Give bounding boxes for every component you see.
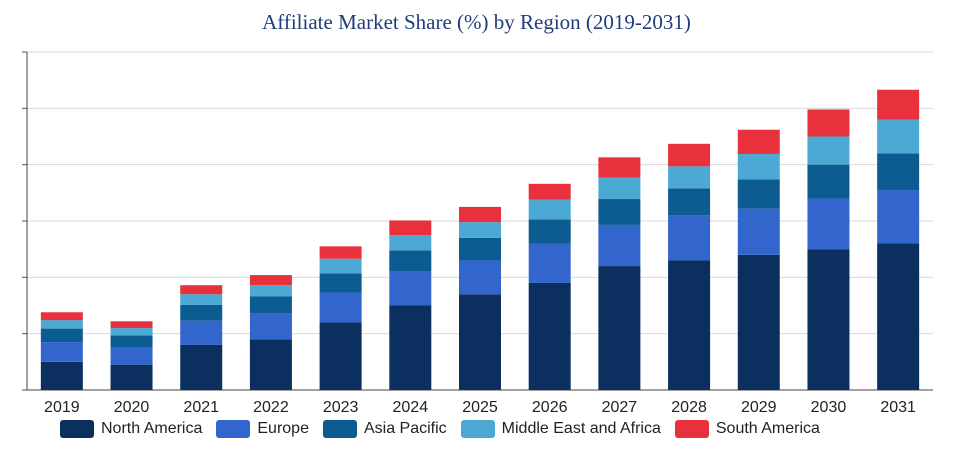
- bar-segment: [528, 243, 571, 283]
- bar-segment: [389, 235, 432, 251]
- legend-swatch: [460, 420, 495, 438]
- bar-segment: [807, 249, 850, 390]
- legend-label: South America: [715, 420, 820, 437]
- bar-segment: [40, 312, 83, 321]
- bar-segment: [389, 250, 432, 272]
- bar-segment: [598, 157, 641, 178]
- bar-segment: [668, 143, 711, 167]
- bar-segment: [180, 320, 223, 345]
- bar-segment: [737, 129, 780, 154]
- legend-item: North America: [60, 420, 202, 438]
- bar-segment: [40, 342, 83, 362]
- bar-segment: [389, 305, 432, 390]
- x-tick-label: 2027: [602, 399, 638, 416]
- bar-segment: [180, 304, 223, 321]
- bar-segment: [319, 322, 362, 390]
- legend-item: South America: [674, 420, 820, 438]
- legend: North America Europe Asia Pacific Middle Ea…: [60, 420, 834, 438]
- bars: [40, 89, 920, 390]
- bar-segment: [319, 273, 362, 293]
- bar-segment: [249, 313, 292, 340]
- bar-segment: [249, 296, 292, 314]
- bar-segment: [180, 294, 223, 305]
- x-tick-label: 2025: [462, 399, 498, 416]
- x-tick-label: 2028: [671, 399, 707, 416]
- bar-segment: [528, 199, 571, 220]
- legend-item: Europe: [216, 420, 309, 438]
- x-tick-label: 2019: [44, 399, 80, 416]
- x-tick-label: 2026: [532, 399, 568, 416]
- bar-segment: [807, 164, 850, 199]
- bar-segment: [319, 246, 362, 259]
- x-tick-labels: 2019 2020 2021 2022 2023 2024 2025 2026 2027 2028…: [44, 399, 916, 416]
- bar-segment: [40, 361, 83, 390]
- x-tick-label: 2022: [253, 399, 289, 416]
- bar-segment: [737, 153, 780, 180]
- bar-segment: [249, 339, 292, 390]
- legend-swatch: [322, 420, 357, 438]
- legend-label: Asia Pacific: [363, 420, 447, 437]
- bar-segment: [249, 285, 292, 297]
- bar-segment: [598, 266, 641, 390]
- bar-segment: [459, 206, 501, 223]
- bar-segment: [459, 260, 501, 295]
- bar-segment: [807, 198, 850, 250]
- bar-segment: [668, 188, 711, 216]
- x-tick-label: 2023: [323, 399, 359, 416]
- bar-segment: [877, 190, 920, 244]
- bar-segment: [598, 199, 641, 225]
- bar-segment: [737, 254, 780, 390]
- bar-segment: [877, 89, 920, 120]
- x-tick-label: 2020: [114, 399, 150, 416]
- x-tick-label: 2030: [811, 399, 847, 416]
- chart-title: Affiliate Market Share (%) by Region (20…: [262, 10, 691, 34]
- bar-segment: [807, 136, 850, 165]
- bar-segment: [110, 321, 153, 329]
- bar-segment: [110, 335, 153, 348]
- x-tick-label: 2021: [183, 399, 219, 416]
- bar-segment: [459, 294, 501, 390]
- bar-segment: [459, 237, 501, 261]
- bar-segment: [598, 224, 641, 267]
- x-tick-label: 2024: [393, 399, 429, 416]
- bar-segment: [737, 179, 780, 209]
- bar-segment: [110, 364, 153, 390]
- bar-segment: [180, 285, 223, 295]
- bar-segment: [668, 166, 711, 189]
- bar-segment: [877, 243, 920, 390]
- bar-segment: [180, 344, 223, 390]
- bar-segment: [249, 275, 292, 286]
- bar-segment: [807, 109, 850, 137]
- bar-segment: [389, 220, 432, 236]
- bar-segment: [877, 119, 920, 154]
- legend-swatch: [674, 420, 709, 438]
- bar-segment: [528, 219, 571, 244]
- bar-segment: [737, 208, 780, 255]
- legend-label: North America: [101, 420, 203, 437]
- bar-segment: [459, 222, 501, 238]
- legend-label: Middle East and Africa: [501, 420, 661, 437]
- bar-segment: [110, 347, 153, 365]
- bar-segment: [319, 292, 362, 323]
- bar-segment: [40, 320, 83, 329]
- legend-swatch: [216, 420, 251, 438]
- legend-swatch: [60, 420, 94, 438]
- x-tick-label: 2029: [741, 399, 777, 416]
- bar-segment: [40, 328, 83, 343]
- legend-label: Europe: [257, 420, 309, 437]
- bar-segment: [528, 282, 571, 390]
- bar-segment: [110, 328, 153, 336]
- bar-segment: [668, 260, 711, 390]
- legend-item: Asia Pacific: [322, 420, 447, 438]
- x-tick-label: 2031: [880, 399, 916, 416]
- bar-segment: [389, 271, 432, 306]
- bar-segment: [319, 258, 362, 274]
- bar-segment: [598, 177, 641, 200]
- bar-segment: [668, 215, 711, 261]
- bar-segment: [528, 183, 571, 200]
- bar-segment: [877, 153, 920, 191]
- legend-item: Middle East and Africa: [460, 420, 661, 438]
